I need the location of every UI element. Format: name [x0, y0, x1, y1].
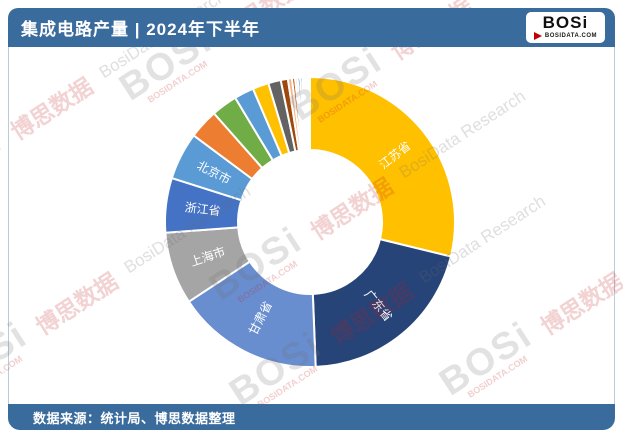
pie-slice: [307, 75, 311, 152]
watermark-en-text: BosiData Research: [476, 0, 610, 3]
pie-slice: [309, 76, 456, 258]
data-source-text: 数据来源：统计局、博思数据整理: [33, 410, 236, 426]
watermark-logo-text: BOSi: [0, 119, 10, 210]
brand-logo-text: BOSi: [542, 13, 589, 32]
page-title: 集成电路产量 | 2024年下半年: [21, 20, 261, 39]
title-bar: 集成电路产量 | 2024年下半年 BOSi BOSIDATA.COM: [8, 8, 615, 47]
pie-slice: [311, 238, 452, 368]
brand-logo-domain: BOSIDATA.COM: [544, 33, 597, 39]
chart-area: 江苏省 广东省 甘肃省 上海市 浙江省 北京市: [8, 47, 615, 404]
report-card: 集成电路产量 | 2024年下半年 BOSi BOSIDATA.COM 江苏省广…: [8, 8, 615, 430]
footer-bar: 数据来源：统计局、博思数据整理: [8, 404, 615, 430]
logo-triangle-icon: [533, 32, 542, 40]
brand-logo-row: BOSIDATA.COM: [533, 32, 597, 40]
brand-logo: BOSi BOSIDATA.COM: [525, 12, 605, 43]
slice-label: 浙江省: [184, 200, 221, 218]
